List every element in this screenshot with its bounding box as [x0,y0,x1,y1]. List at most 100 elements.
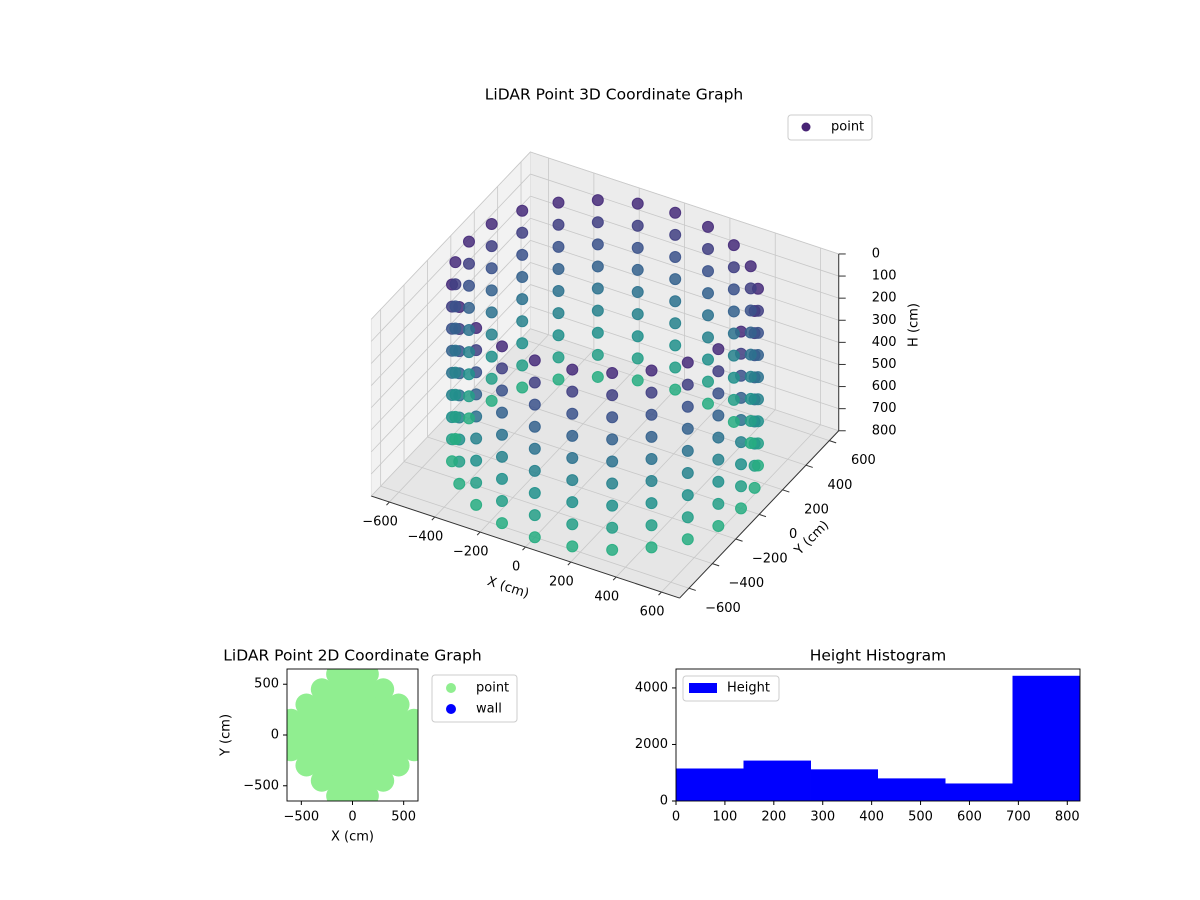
bar [878,778,946,801]
point [341,678,364,701]
point [591,326,604,339]
point [631,374,644,387]
point [712,409,725,422]
point [341,693,364,716]
point [744,260,757,273]
plot-area [287,669,418,801]
point [449,366,462,379]
point [566,363,579,376]
point [701,220,714,233]
point [310,769,333,792]
point [470,498,483,511]
point [326,739,349,762]
y-tick-label: −600 [705,601,741,616]
point [712,497,725,510]
point [516,271,529,283]
point [552,240,565,253]
tick-mark [782,489,790,493]
point [496,384,509,397]
point [751,459,764,472]
point [310,693,333,716]
point [528,509,541,522]
legend-box [682,675,780,702]
tick-mark [805,464,813,468]
point [591,304,604,317]
point [744,304,757,317]
point [528,487,541,499]
point [744,370,757,383]
point [496,340,509,353]
point [566,429,579,442]
tick-mark [712,563,720,567]
point [552,351,565,364]
point [566,474,579,487]
point [727,415,740,428]
tick-mark [386,501,390,506]
x-tick-label: −400 [408,529,444,544]
grid-line [530,262,839,365]
point [701,375,714,388]
point [727,305,740,318]
y-tick-label: −200 [752,552,788,567]
point [496,362,509,375]
tick-mark [567,561,572,566]
point [449,322,462,335]
legend-marker [801,122,811,132]
point [516,248,529,261]
point [528,376,541,389]
tick-mark [431,516,436,521]
legend-marker [446,704,456,714]
point [295,693,318,716]
x-tick-label: 400 [859,810,884,825]
z-tick-label: 0 [872,246,880,261]
point [744,414,757,427]
bar [810,769,878,801]
point [341,739,364,762]
point [449,256,462,269]
point [645,452,658,465]
point [449,432,462,445]
point [326,724,349,746]
tick-mark [829,440,837,444]
x-tick-label: 200 [761,810,786,825]
point [669,251,682,263]
bar [945,783,1013,801]
point [701,265,714,278]
point [326,678,349,701]
point [681,378,694,391]
point [669,361,682,374]
point [372,724,395,746]
point [701,353,714,366]
point [295,754,318,777]
x-axis-label: X (cm) [331,830,374,845]
point [462,346,475,359]
point [449,410,462,423]
point [453,477,466,490]
point [356,739,379,762]
x-tick-label: 0 [512,559,520,574]
point [356,724,379,746]
point [669,317,682,330]
point [552,262,565,275]
point [712,431,725,444]
point [566,385,579,398]
point [496,450,509,463]
point [712,453,725,466]
point [631,241,644,254]
point [462,412,475,425]
point [496,495,509,508]
point [645,364,658,377]
y-tick-label: 200 [804,502,829,517]
x-tick-label: 300 [810,810,835,825]
point [485,262,498,275]
chart-title: LiDAR Point 2D Coordinate Graph [223,647,481,665]
point [748,481,761,494]
y-axis-label: Y (cm) [219,714,234,757]
point [462,235,475,248]
point [496,406,509,419]
grid-line [530,151,839,255]
tick-mark [688,587,696,591]
point [372,769,395,792]
y-axis-line [679,430,840,599]
